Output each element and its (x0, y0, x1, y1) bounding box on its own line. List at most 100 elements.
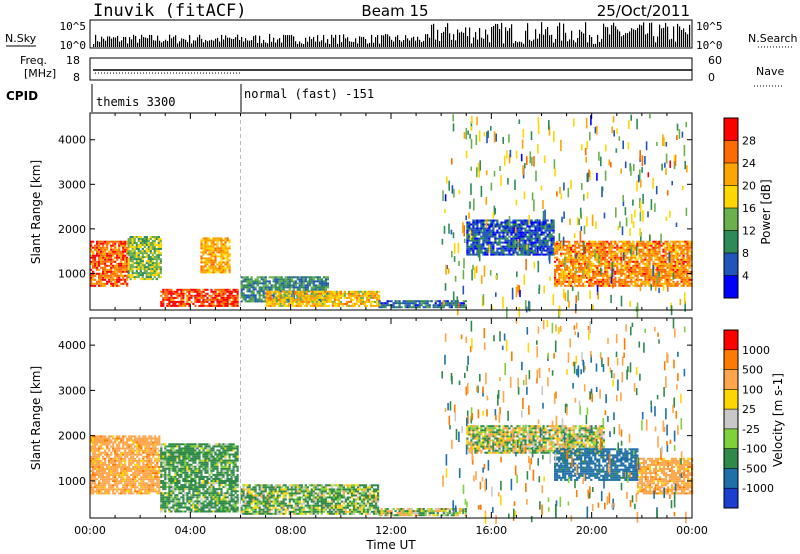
power-cell (556, 258, 559, 261)
power-cell (246, 300, 249, 303)
power-cell (637, 174, 640, 183)
power-cell (672, 254, 675, 257)
power-cell (598, 272, 601, 275)
power-cell (325, 298, 328, 301)
power-cell (628, 244, 631, 247)
power-cell (666, 278, 669, 281)
power-cell (616, 242, 619, 245)
power-cell (624, 258, 627, 261)
power-cell (630, 114, 632, 121)
power-cell (108, 270, 111, 273)
power-cell (396, 300, 399, 303)
power-cell (582, 276, 585, 279)
sky-count-bar (201, 38, 203, 47)
power-cell (590, 256, 593, 259)
power-cell (646, 270, 649, 273)
power-cell (566, 248, 569, 251)
power-cell (476, 243, 479, 246)
power-cell (668, 272, 671, 275)
sky-count-bar (361, 36, 363, 47)
y-tick-label: 3000 (58, 178, 86, 191)
power-cell (684, 301, 686, 312)
power-cell (102, 274, 105, 277)
power-cell (252, 298, 255, 301)
power-cell (676, 270, 679, 273)
power-cell (532, 237, 535, 240)
sky-count-bar (429, 37, 431, 47)
power-cell (546, 241, 549, 244)
power-cell (292, 288, 295, 291)
power-cell (100, 254, 103, 257)
power-cell (145, 250, 148, 253)
power-cell (664, 264, 667, 267)
power-cell (560, 262, 563, 265)
power-cell (307, 302, 310, 305)
power-cell (498, 225, 501, 228)
power-cell (684, 240, 687, 243)
power-cell (267, 302, 270, 305)
power-cell (349, 300, 353, 303)
power-cell (273, 300, 276, 303)
power-cell (518, 219, 521, 222)
power-cell (212, 247, 215, 250)
power-cell (666, 244, 669, 247)
power-cell (482, 235, 485, 238)
power-cell (129, 240, 132, 242)
power-cell (460, 304, 463, 307)
power-cell (248, 300, 251, 303)
power-cell (277, 294, 280, 297)
power-cell (466, 247, 469, 250)
power-cell (535, 170, 537, 182)
power-cell (265, 302, 268, 305)
power-cell (155, 278, 158, 281)
power-cell (214, 269, 217, 272)
power-cell (510, 239, 513, 242)
power-cell (552, 243, 555, 246)
power-cell (688, 276, 691, 279)
power-cell (180, 292, 183, 295)
power-cell (196, 290, 199, 293)
power-cell (304, 286, 307, 289)
power-cell (610, 262, 613, 265)
power-cell (131, 270, 134, 273)
power-cell (298, 286, 301, 289)
power-cell (520, 221, 523, 224)
power-cell (126, 278, 129, 281)
power-cell (646, 268, 649, 271)
sky-count-bar (399, 40, 401, 47)
power-cell (104, 272, 107, 275)
power-cell (232, 302, 235, 305)
power-cell (560, 260, 563, 263)
power-cell (139, 264, 142, 267)
power-cell (327, 304, 330, 307)
power-cell (129, 264, 132, 267)
power-cell (178, 304, 181, 307)
power-cell (574, 284, 577, 287)
power-cell (267, 296, 270, 299)
power-cell (484, 237, 487, 240)
velocity-cell (94, 459, 97, 462)
power-cell (176, 296, 179, 299)
sky-count-bar (137, 42, 139, 47)
power-cell (604, 284, 607, 287)
power-cell (289, 298, 292, 301)
power-cell (614, 270, 617, 273)
power-cell (548, 225, 551, 228)
power-cell (204, 261, 207, 264)
power-cell (648, 268, 651, 271)
power-cell (668, 278, 671, 281)
power-cell (592, 262, 595, 265)
power-cell (585, 156, 587, 163)
power-colorbar-swatch (724, 185, 738, 208)
power-cell (90, 244, 93, 247)
power-cell (588, 252, 591, 255)
sky-count-bar (587, 42, 589, 47)
power-cell (228, 290, 231, 293)
power-cell (313, 302, 316, 305)
power-cell (590, 115, 592, 126)
y-tick-label: 4000 (58, 134, 86, 147)
power-cell (151, 242, 154, 244)
power-cell (321, 292, 324, 295)
power-cell (176, 300, 179, 303)
power-cell (281, 302, 284, 305)
